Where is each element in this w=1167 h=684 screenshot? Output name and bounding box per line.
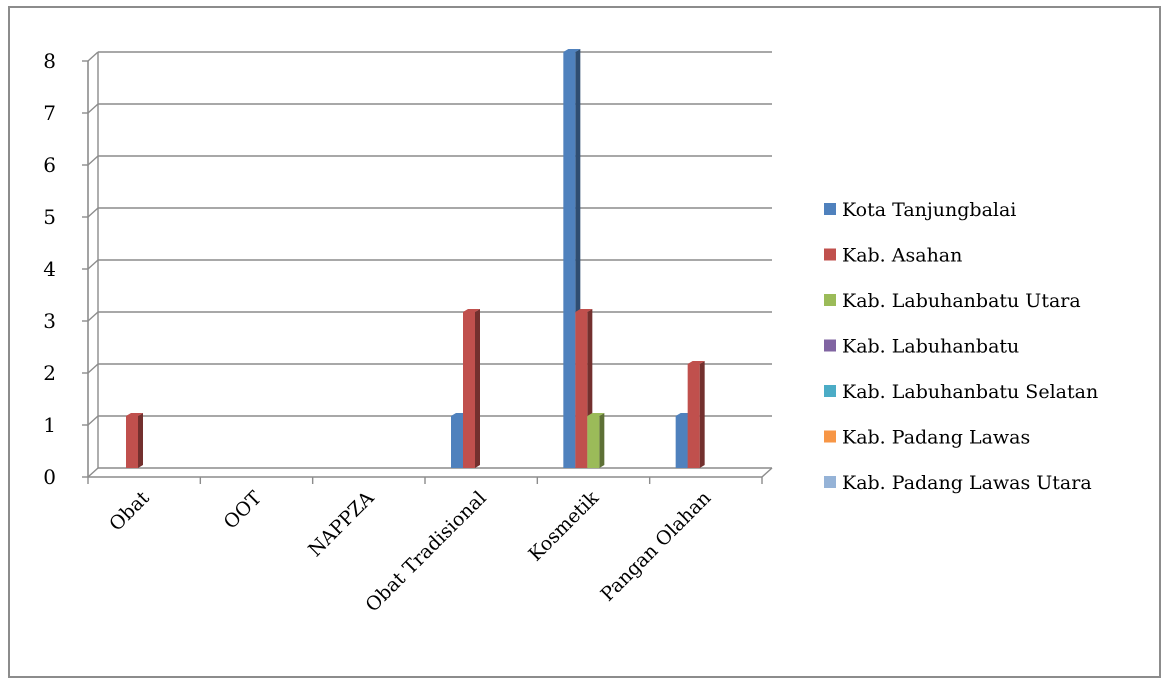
- gridline-depth: [88, 260, 98, 269]
- legend-label: Kab. Asahan: [842, 245, 962, 267]
- legend-swatch: [824, 476, 836, 488]
- x-tick-label: Obat: [105, 487, 154, 536]
- y-tick-label: 0: [43, 465, 56, 489]
- y-tick-label: 6: [43, 153, 56, 177]
- y-tick-label: 1: [43, 413, 56, 437]
- gridline-depth: [88, 52, 98, 61]
- legend-item: Kab. Padang Lawas Utara: [824, 472, 1092, 494]
- legend-item: Kab. Labuhanbatu Utara: [824, 290, 1081, 312]
- gridlines: [88, 52, 772, 477]
- gridline-depth: [88, 468, 98, 477]
- legend-item: Kab. Labuhanbatu Selatan: [824, 381, 1098, 403]
- axes: [82, 52, 772, 484]
- gridline-depth: [88, 416, 98, 425]
- bar: [587, 413, 604, 468]
- gridline-depth: [88, 364, 98, 373]
- y-tick-label: 4: [43, 257, 56, 281]
- x-tick-label: Pangan Olahan: [597, 487, 716, 606]
- gridline-depth: [88, 312, 98, 321]
- legend-label: Kab. Labuhanbatu Utara: [842, 290, 1081, 312]
- x-tick-label: NAPPZA: [304, 487, 378, 561]
- x-tick-label: Kosmetik: [524, 487, 603, 566]
- legend-item: Kab. Labuhanbatu: [824, 336, 1019, 358]
- legend-item: Kota Tanjungbalai: [824, 199, 1016, 221]
- gridline-depth: [88, 156, 98, 165]
- y-tick-label: 2: [43, 361, 56, 385]
- legend-swatch: [824, 385, 836, 397]
- legend-label: Kab. Labuhanbatu: [842, 336, 1019, 358]
- legend-item: Kab. Asahan: [824, 245, 962, 267]
- floor-edge: [762, 468, 772, 477]
- legend-label: Kota Tanjungbalai: [842, 199, 1016, 221]
- legend: Kota Tanjungbalai Kab. Asahan Kab. Labuhan…: [824, 199, 1098, 494]
- bars: [126, 49, 705, 468]
- legend-swatch: [824, 249, 836, 261]
- gridline-depth: [88, 208, 98, 217]
- legend-swatch: [824, 294, 836, 306]
- x-tick-label: Obat Tradisional: [361, 487, 490, 616]
- y-tick-label: 3: [43, 309, 56, 333]
- legend-swatch: [824, 340, 836, 352]
- y-tick-label: 8: [43, 49, 56, 73]
- bar: [688, 361, 705, 468]
- x-tick-label: OOT: [219, 487, 266, 534]
- bar: [126, 413, 143, 468]
- legend-label: Kab. Padang Lawas: [842, 427, 1030, 449]
- y-tick-label: 7: [43, 101, 56, 125]
- gridline-depth: [88, 104, 98, 113]
- legend-label: Kab. Padang Lawas Utara: [842, 472, 1092, 494]
- legend-label: Kab. Labuhanbatu Selatan: [842, 381, 1098, 403]
- y-tick-label: 5: [43, 205, 56, 229]
- legend-swatch: [824, 203, 836, 215]
- bar: [463, 309, 480, 468]
- legend-swatch: [824, 431, 836, 443]
- legend-item: Kab. Padang Lawas: [824, 427, 1030, 449]
